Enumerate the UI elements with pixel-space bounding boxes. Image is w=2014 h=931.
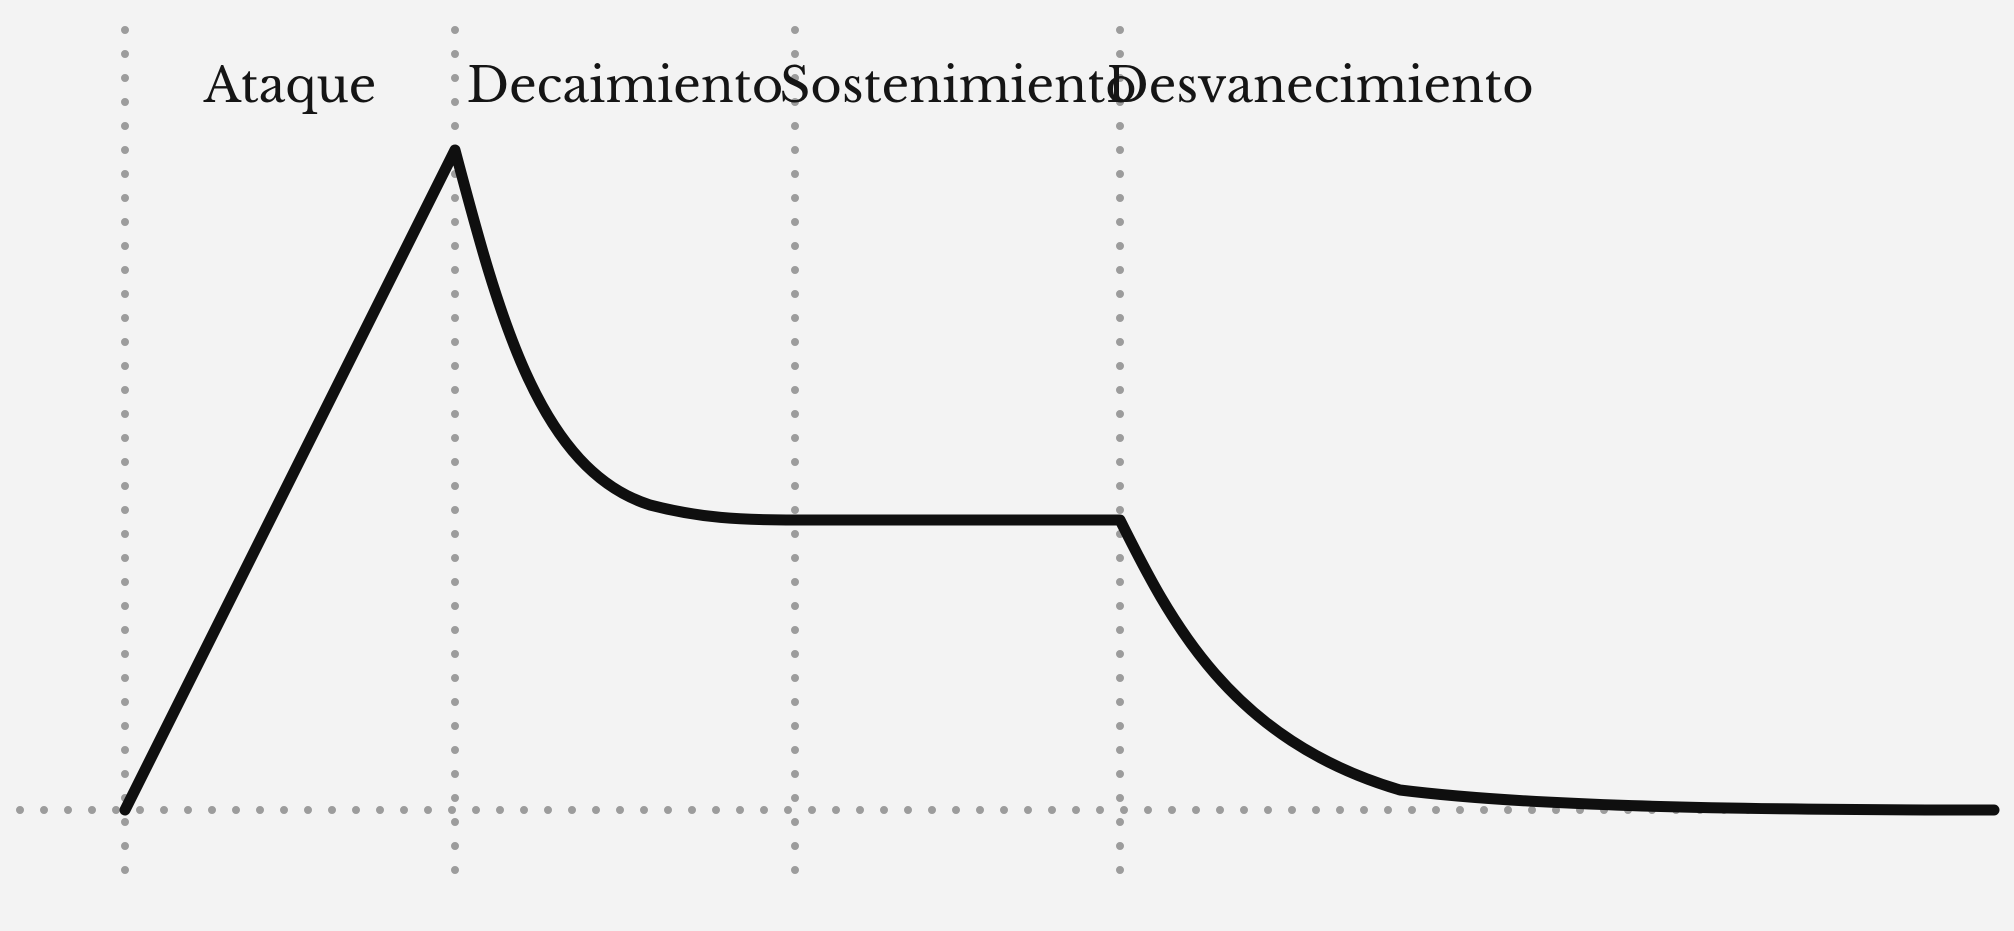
phase-label-attack: Ataque xyxy=(204,55,377,115)
adsr-diagram: Ataque Decaimiento Sostenimiento Desvane… xyxy=(0,0,2014,931)
envelope-curve xyxy=(125,150,1994,810)
phase-label-sustain: Sostenimiento xyxy=(779,55,1136,115)
phase-label-release: Desvanecimiento xyxy=(1106,55,1533,115)
grid-lines xyxy=(20,30,1994,878)
diagram-svg xyxy=(0,0,2014,931)
phase-label-decay: Decaimiento xyxy=(467,55,784,115)
